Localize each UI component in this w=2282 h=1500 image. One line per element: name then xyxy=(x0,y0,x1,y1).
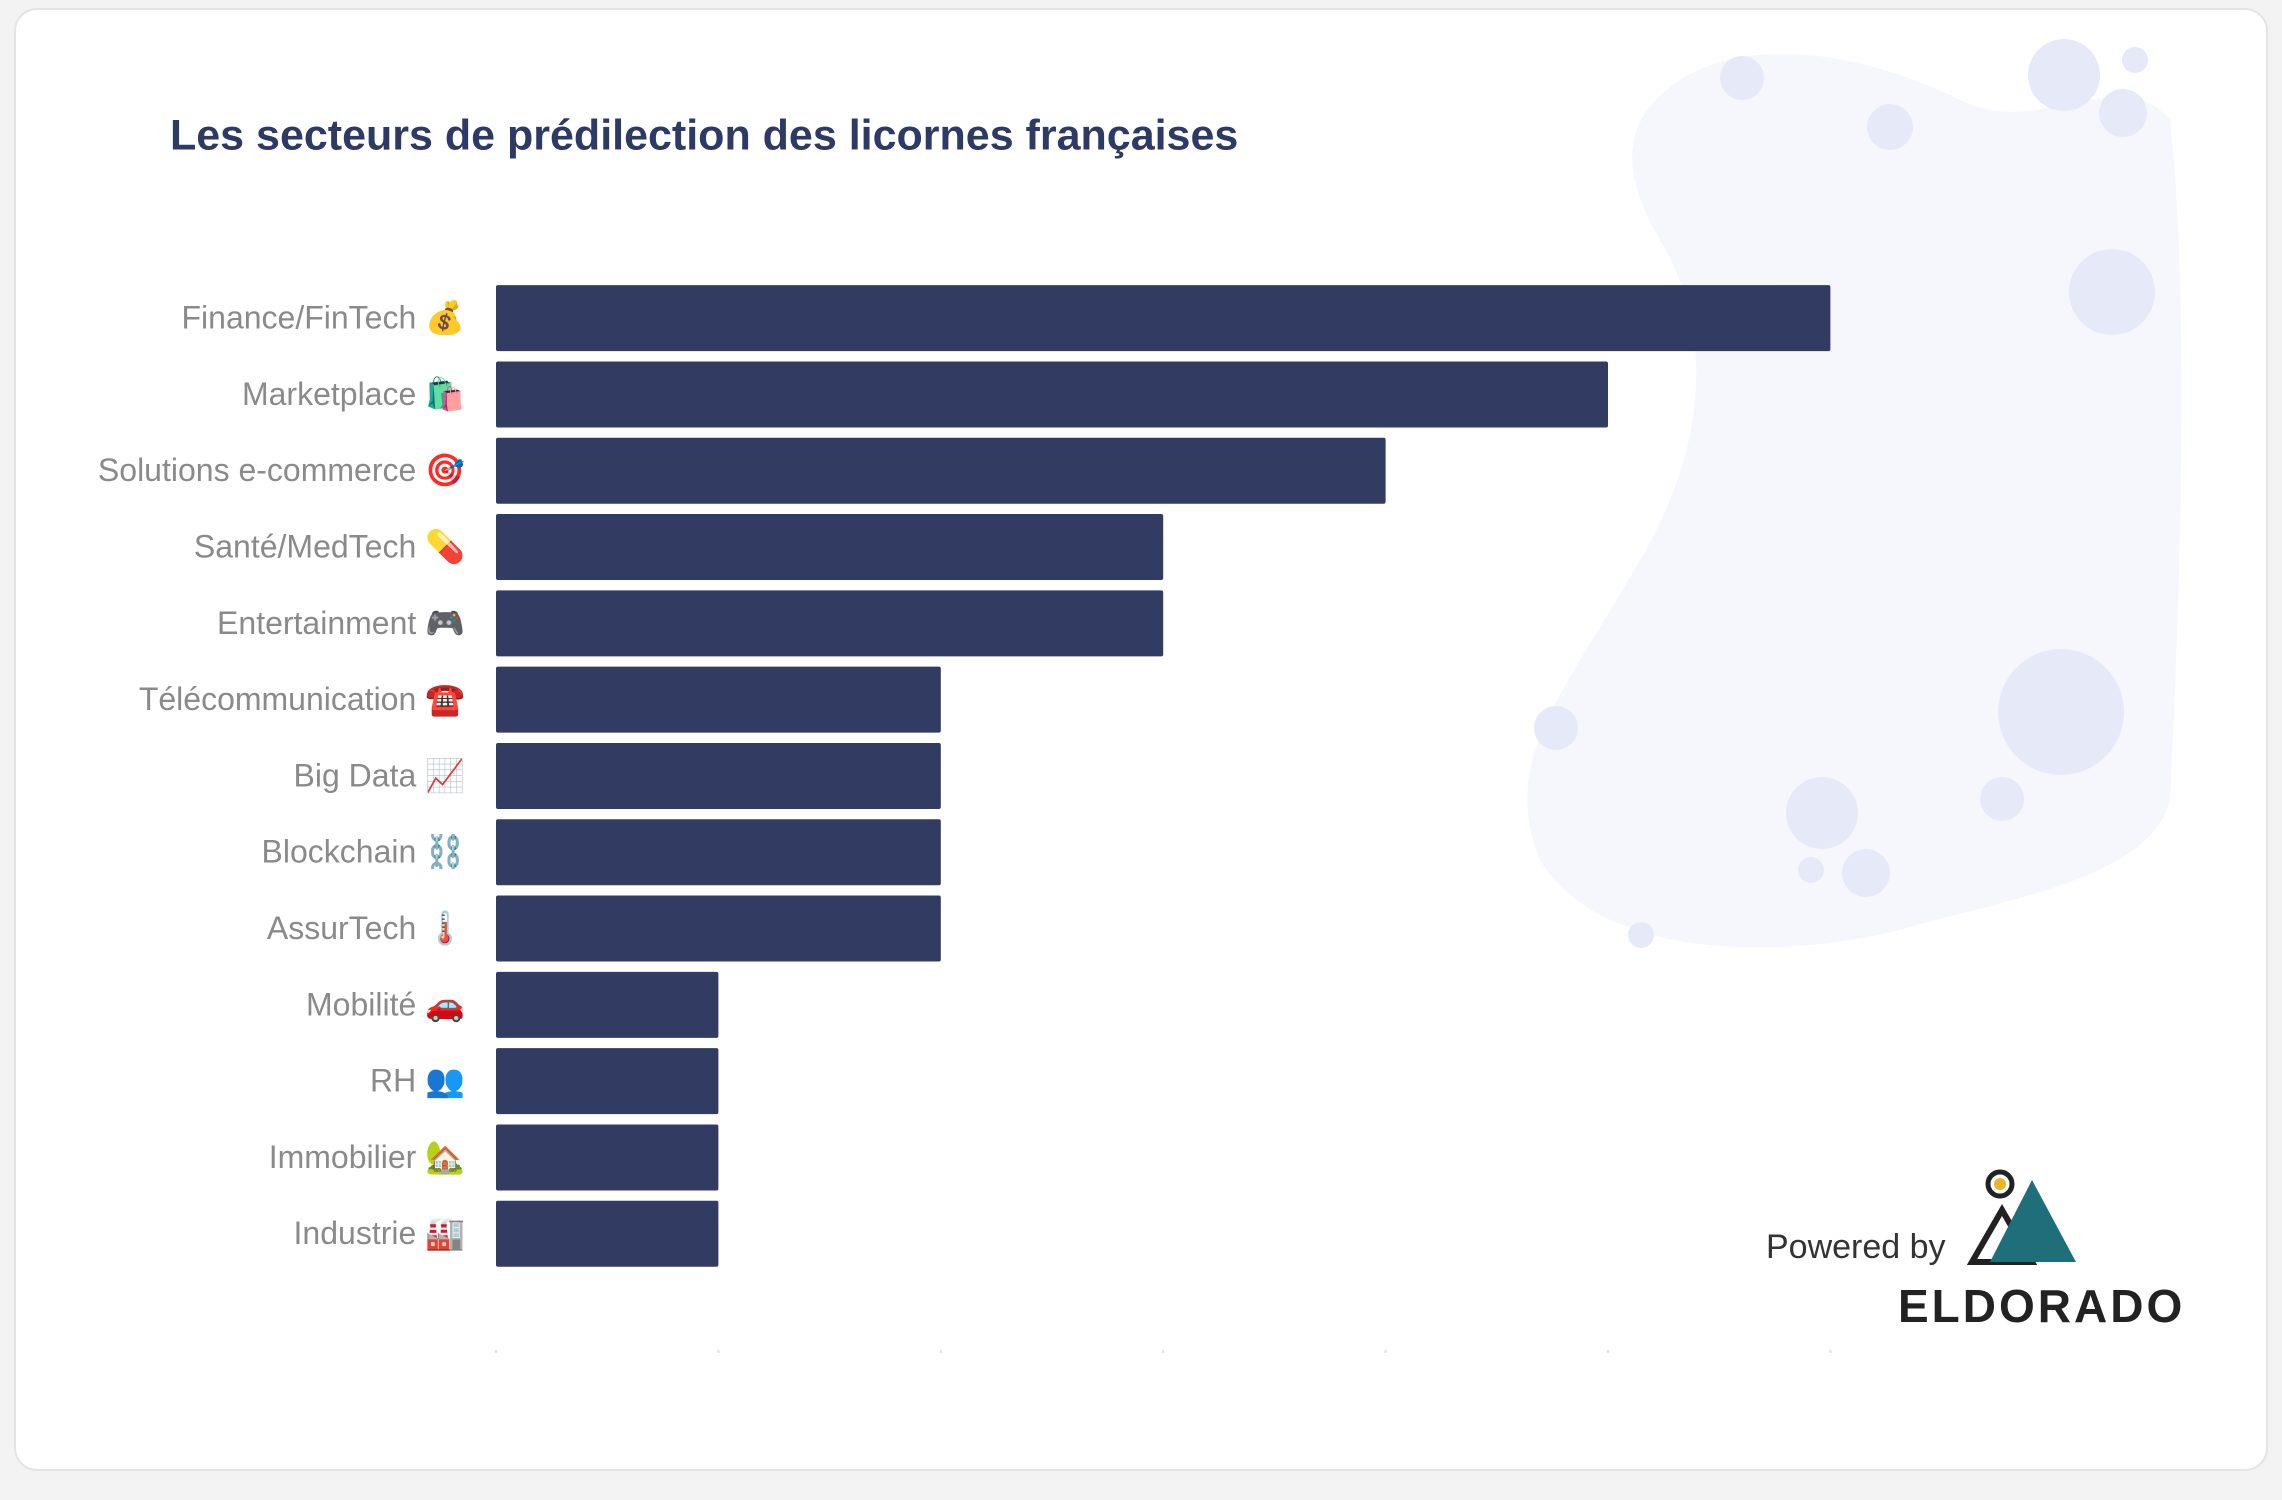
category-label: Solutions e-commerce 🎯 xyxy=(98,452,465,488)
plot: Finance/FinTech 💰 Marketplace 🛍️ Solutions… xyxy=(98,285,1832,1353)
bar xyxy=(496,590,1164,657)
category-label: Mobilité 🚗 xyxy=(306,986,465,1022)
powered-by: Powered by xyxy=(1766,1228,1946,1266)
category-label: Immobilier 🏡 xyxy=(269,1139,465,1175)
bar xyxy=(496,666,941,733)
category-label: Entertainment 🎮 xyxy=(217,605,465,641)
bar xyxy=(496,742,941,809)
category-label: Industrie 🏭 xyxy=(294,1215,465,1251)
category-label: RH 👥 xyxy=(370,1063,465,1099)
bar xyxy=(496,895,941,962)
bar xyxy=(496,1124,719,1191)
bar xyxy=(496,285,1831,352)
chart-title: Les secteurs de prédilection des licorne… xyxy=(170,111,1238,159)
bar xyxy=(496,1200,719,1267)
bar xyxy=(496,437,1386,504)
category-label: Big Data 📈 xyxy=(294,757,465,793)
category-label: Santé/MedTech 💊 xyxy=(194,528,465,566)
category-label: Marketplace 🛍️ xyxy=(242,376,465,412)
bar xyxy=(496,1048,719,1115)
category-label: AssurTech 🌡️ xyxy=(267,910,465,946)
bar xyxy=(496,514,1164,581)
brand-name: ELDORADO xyxy=(1898,1280,2185,1332)
bubbles xyxy=(1534,39,2155,948)
bar xyxy=(496,361,1608,428)
category-label: Blockchain ⛓️ xyxy=(262,834,465,870)
bar xyxy=(496,819,941,886)
category-label: Finance/FinTech 💰 xyxy=(181,300,465,337)
bar xyxy=(496,971,719,1038)
category-label: Télécommunication ☎️ xyxy=(139,681,465,717)
logo xyxy=(1966,1169,2076,1265)
